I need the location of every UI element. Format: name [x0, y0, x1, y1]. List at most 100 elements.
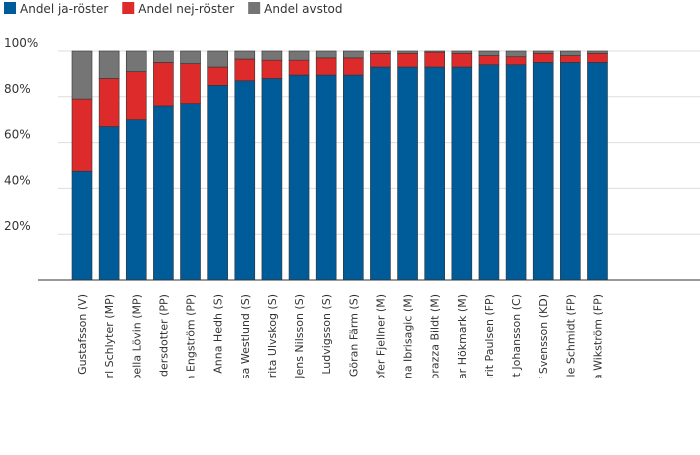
- bar-andel-ja-roster-goran-farm-s[interactable]: [342, 74, 364, 281]
- x-label-anna-hedh-s: Anna Hedh (S): [212, 294, 225, 374]
- bar-andel-ja-roster-gunnar-hokmark-m[interactable]: [451, 66, 473, 281]
- bar-andel-avstod-isabella-lovin-mp[interactable]: [125, 50, 147, 72]
- bar-andel-avstod-christofer-fjellner-m[interactable]: [370, 50, 391, 54]
- bar-andel-ja-roster-mikael-gustafsson-v[interactable]: [71, 170, 93, 281]
- y-tick-label: 100%: [4, 36, 38, 50]
- bar-andel-nej-roster-isabella-lovin-mp[interactable]: [125, 71, 147, 121]
- bar-andel-nej-roster-goran-farm-s[interactable]: [342, 57, 364, 76]
- bar-andel-ja-roster-carl-schlyter-mp[interactable]: [98, 126, 120, 281]
- bar-andel-ja-roster-anna-ibrisagic-m[interactable]: [397, 66, 418, 281]
- bar-andel-ja-roster-jens-nilsson-s[interactable]: [288, 74, 310, 281]
- bar-andel-ja-roster-olle-schmidt-fp[interactable]: [560, 62, 581, 281]
- bar-group-olle-schmidt-fp: [560, 50, 581, 281]
- legend-item-andel-nej-roster[interactable]: Andel nej-röster: [122, 2, 234, 16]
- y-tick-label: 40%: [4, 173, 31, 187]
- bar-andel-nej-roster-alf-svensson-kd[interactable]: [532, 52, 554, 63]
- x-label-isabella-lovin-mp: Isabella Lövin (MP): [130, 294, 143, 397]
- bar-andel-nej-roster-cecilia-wikstrom-fp[interactable]: [587, 52, 608, 63]
- bar-andel-avstod-anna-hedh-s[interactable]: [207, 50, 228, 68]
- x-label-jens-nilsson-s: Jens Nilsson (S): [293, 294, 306, 380]
- bar-group-goran-farm-s: [342, 50, 364, 281]
- bar-group-amelia-andersdotter-pp: [153, 50, 174, 281]
- bar-andel-nej-roster-amelia-andersdotter-pp[interactable]: [153, 62, 174, 107]
- bar-andel-ja-roster-anna-maria-corazza-bildt-m[interactable]: [424, 66, 445, 281]
- bar-andel-ja-roster-cecilia-wikstrom-fp[interactable]: [587, 62, 608, 281]
- legend-item-andel-ja-roster[interactable]: Andel ja-röster: [4, 2, 108, 16]
- bar-andel-nej-roster-carl-schlyter-mp[interactable]: [98, 78, 120, 127]
- bar-andel-ja-roster-amelia-andersdotter-pp[interactable]: [153, 105, 174, 281]
- bar-andel-avstod-alf-svensson-kd[interactable]: [532, 50, 554, 54]
- bar-group-carl-schlyter-mp: [98, 50, 120, 281]
- x-label-anna-maria-corazza-bildt-m: Anna Maria Corazza Bildt (M): [429, 294, 442, 454]
- bar-andel-avstod-anna-ibrisagic-m[interactable]: [397, 50, 418, 54]
- bar-group-kent-johansson-c: [505, 50, 527, 281]
- y-axis-ticks: 20% 40% 60% 80% 100%: [4, 36, 38, 233]
- bar-andel-avstod-marita-ulvskog-s[interactable]: [261, 50, 283, 61]
- bar-andel-avstod-gunnar-hokmark-m[interactable]: [451, 50, 473, 54]
- bar-andel-ja-roster-kent-johansson-c[interactable]: [505, 64, 527, 281]
- bar-group-christian-engstrom-pp: [180, 50, 201, 281]
- bar-andel-nej-roster-gunnar-hokmark-m[interactable]: [451, 52, 473, 68]
- bar-andel-avstod-olle-ludvigsson-s[interactable]: [315, 50, 337, 59]
- bar-andel-nej-roster-jens-nilsson-s[interactable]: [288, 59, 310, 76]
- bar-andel-nej-roster-marita-ulvskog-s[interactable]: [261, 59, 283, 79]
- bar-andel-ja-roster-asa-westlund-s[interactable]: [234, 80, 256, 281]
- bar-andel-nej-roster-anna-maria-corazza-bildt-m[interactable]: [424, 51, 445, 68]
- bar-andel-avstod-marit-paulsen-fp[interactable]: [478, 50, 500, 56]
- bar-andel-nej-roster-olle-schmidt-fp[interactable]: [560, 55, 581, 63]
- bar-andel-nej-roster-asa-westlund-s[interactable]: [234, 58, 256, 82]
- bar-andel-avstod-goran-farm-s[interactable]: [342, 50, 364, 59]
- legend-item-andel-avstod[interactable]: Andel avstod: [248, 2, 343, 16]
- x-label-marit-paulsen-fp: Marit Paulsen (FP): [483, 294, 496, 393]
- bar-andel-ja-roster-marit-paulsen-fp[interactable]: [478, 64, 500, 281]
- x-label-gunnar-hokmark-m: Gunnar Hökmark (M): [456, 294, 469, 410]
- bar-group-christofer-fjellner-m: [370, 50, 391, 281]
- bar-group-anna-maria-corazza-bildt-m: [424, 50, 445, 281]
- bar-andel-avstod-asa-westlund-s[interactable]: [234, 50, 256, 60]
- x-label-marita-ulvskog-s: Marita Ulvskog (S): [266, 294, 279, 394]
- bar-andel-avstod-christian-engstrom-pp[interactable]: [180, 50, 201, 64]
- legend-label: Andel avstod: [264, 2, 342, 16]
- bar-andel-avstod-anna-maria-corazza-bildt-m[interactable]: [424, 50, 445, 53]
- bar-andel-ja-roster-marita-ulvskog-s[interactable]: [261, 78, 283, 281]
- bar-andel-avstod-amelia-andersdotter-pp[interactable]: [153, 50, 174, 63]
- x-label-cecilia-wikstrom-fp: Cecilia Wikström (FP): [591, 294, 604, 411]
- x-label-christofer-fjellner-m: Christofer Fjellner (M): [374, 294, 387, 414]
- bar-group-isabella-lovin-mp: [125, 50, 147, 281]
- bar-andel-avstod-olle-schmidt-fp[interactable]: [560, 50, 581, 56]
- bar-andel-ja-roster-christian-engstrom-pp[interactable]: [180, 103, 201, 281]
- x-label-christian-engstrom-pp: Christian Engström (PP): [185, 294, 198, 425]
- x-label-kent-johansson-c: Kent Johansson (C): [510, 294, 523, 398]
- bar-andel-ja-roster-alf-svensson-kd[interactable]: [532, 62, 554, 281]
- bar-andel-nej-roster-anna-hedh-s[interactable]: [207, 66, 228, 86]
- bar-andel-nej-roster-christofer-fjellner-m[interactable]: [370, 52, 391, 68]
- bar-andel-ja-roster-isabella-lovin-mp[interactable]: [125, 119, 147, 281]
- bar-andel-avstod-kent-johansson-c[interactable]: [505, 50, 527, 58]
- y-tick-label: 60%: [4, 128, 31, 142]
- legend-label: Andel ja-röster: [20, 2, 108, 16]
- bar-andel-nej-roster-mikael-gustafsson-v[interactable]: [71, 98, 93, 172]
- bar-andel-ja-roster-christofer-fjellner-m[interactable]: [370, 66, 391, 281]
- x-label-olle-schmidt-fp: Olle Schmidt (FP): [564, 294, 577, 389]
- bar-group-olle-ludvigsson-s: [315, 50, 337, 281]
- x-label-goran-farm-s: Göran Färm (S): [347, 294, 360, 377]
- bar-andel-nej-roster-christian-engstrom-pp[interactable]: [180, 63, 201, 104]
- bar-group-marita-ulvskog-s: [261, 50, 283, 281]
- bar-andel-avstod-carl-schlyter-mp[interactable]: [98, 50, 120, 79]
- bar-andel-ja-roster-olle-ludvigsson-s[interactable]: [315, 74, 337, 281]
- bar-andel-avstod-mikael-gustafsson-v[interactable]: [71, 50, 93, 100]
- bar-andel-nej-roster-kent-johansson-c[interactable]: [505, 56, 527, 66]
- bar-andel-nej-roster-olle-ludvigsson-s[interactable]: [315, 57, 337, 76]
- y-tick-label: 80%: [4, 82, 31, 96]
- bar-andel-nej-roster-anna-ibrisagic-m[interactable]: [397, 52, 418, 68]
- x-label-mikael-gustafsson-v: Mikael Gustafsson (V): [76, 294, 89, 414]
- y-tick-label: 20%: [4, 219, 31, 233]
- bar-group-anna-hedh-s: [207, 50, 228, 281]
- bar-andel-avstod-cecilia-wikstrom-fp[interactable]: [587, 50, 608, 54]
- bar-andel-avstod-jens-nilsson-s[interactable]: [288, 50, 310, 61]
- bar-group-mikael-gustafsson-v: [71, 50, 93, 281]
- x-label-alf-svensson-kd: Alf Svensson (KD): [537, 294, 550, 392]
- bar-andel-ja-roster-anna-hedh-s[interactable]: [207, 85, 228, 281]
- bar-andel-nej-roster-marit-paulsen-fp[interactable]: [478, 55, 500, 66]
